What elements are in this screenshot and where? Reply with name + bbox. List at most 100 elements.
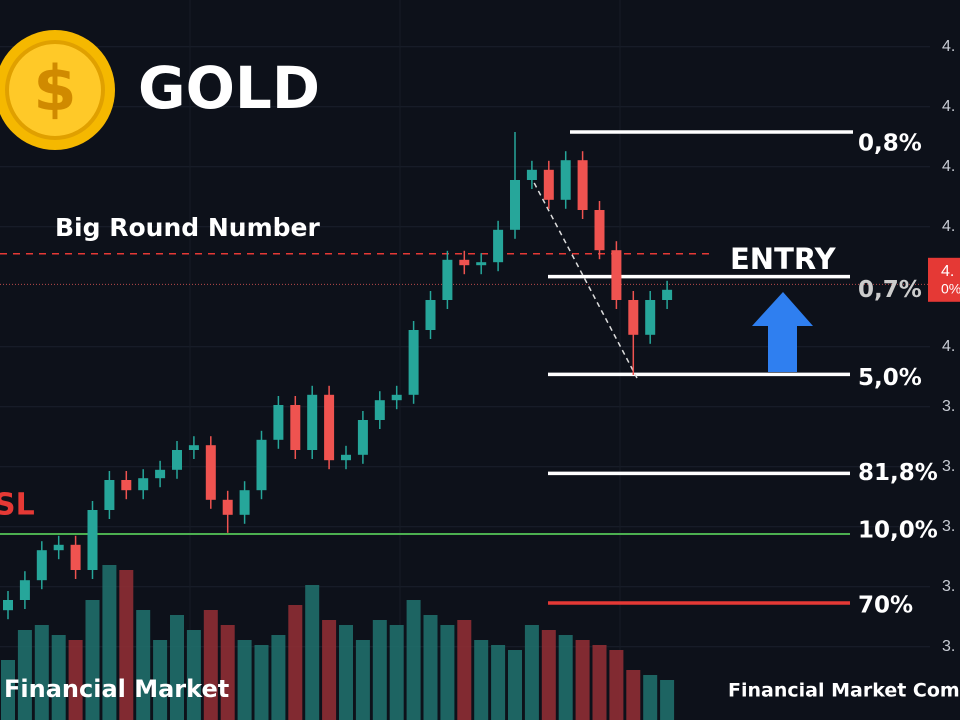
- volume-bar: [34, 625, 49, 720]
- candle-body: [205, 445, 216, 500]
- candle-body: [104, 480, 115, 510]
- candle-body: [138, 478, 149, 491]
- level-label: 0,7%: [858, 277, 922, 303]
- candle-body: [239, 490, 250, 515]
- level-label: 10,0%: [858, 518, 938, 544]
- volume-bar: [389, 625, 404, 720]
- volume-bar: [339, 625, 353, 720]
- watermark-right: Financial Market Comp: [728, 680, 960, 702]
- candle-body: [526, 169, 537, 180]
- price-box: [928, 257, 960, 302]
- volume-bar: [254, 645, 269, 720]
- candle-body: [222, 499, 233, 515]
- candle-body: [357, 420, 368, 455]
- level-label: 81,8%: [858, 460, 938, 486]
- candle-body: [155, 469, 166, 479]
- y-tick-label: 4.: [942, 218, 955, 235]
- candle-body: [594, 210, 605, 251]
- candle-body: [290, 405, 301, 450]
- fib-diagonal: [529, 174, 638, 379]
- volume-bar: [643, 675, 658, 720]
- candle-body: [273, 405, 284, 440]
- volume-bar: [406, 600, 421, 720]
- candle-body: [493, 229, 504, 263]
- volume-bar: [575, 640, 590, 720]
- candle-body: [442, 259, 453, 300]
- candle-body: [408, 330, 419, 395]
- level-label: 70%: [858, 593, 913, 619]
- volume-bar: [170, 615, 184, 720]
- candle-body: [307, 394, 318, 450]
- candle-body: [628, 300, 639, 335]
- candle-body: [476, 262, 487, 266]
- y-tick-label: 4.: [942, 338, 955, 355]
- volume-bar: [68, 640, 83, 720]
- candle-body: [70, 544, 81, 570]
- volume-bar: [51, 635, 66, 720]
- volume-bar: [626, 670, 641, 720]
- volume-bar: [592, 645, 607, 720]
- candle-body: [645, 300, 656, 335]
- y-tick-label: 3.: [942, 578, 955, 595]
- candle-body: [53, 544, 64, 551]
- volume-bar: [558, 635, 573, 720]
- candle-body: [374, 400, 385, 420]
- candle-body: [19, 580, 30, 600]
- candle-body: [662, 289, 673, 300]
- y-tick-label: 4.: [942, 38, 955, 55]
- volume-bar: [660, 680, 675, 720]
- candle-body: [577, 160, 588, 210]
- watermark-left: Financial Market: [4, 675, 229, 703]
- y-axis: 4.4.4.4.4.3.3.3.3.3.4.0%: [928, 38, 960, 655]
- title: GOLD: [138, 54, 320, 122]
- volume-bar: [474, 640, 489, 720]
- volume-bar: [322, 620, 337, 720]
- candle-body: [611, 250, 622, 300]
- entry-label: ENTRY: [730, 242, 837, 276]
- volume-bar: [491, 645, 506, 720]
- candle-body: [425, 300, 436, 330]
- candle-body: [341, 454, 351, 461]
- volume-bar: [220, 625, 235, 720]
- volume-bar: [186, 630, 201, 720]
- candle-body: [256, 439, 267, 491]
- volume-bar: [102, 565, 117, 720]
- candle-body: [172, 450, 182, 470]
- volume-bar: [85, 600, 100, 720]
- volume-bar: [1, 660, 15, 720]
- coin-icon: $: [0, 30, 115, 150]
- candle-body: [3, 600, 13, 611]
- volume-bar: [524, 625, 539, 720]
- candle-body: [188, 445, 199, 450]
- level-label: 0,8%: [858, 131, 922, 157]
- volume-bar: [237, 640, 252, 720]
- volume-bar: [355, 640, 370, 720]
- candle-body: [459, 259, 470, 266]
- up-arrow: [752, 292, 813, 372]
- y-tick-label: 3.: [942, 638, 955, 655]
- round-number-label: Big Round Number: [55, 213, 320, 242]
- y-tick-label: 3.: [942, 398, 955, 415]
- volume-layer: [1, 565, 675, 720]
- level-label: 5,0%: [858, 365, 922, 391]
- svg-text:$: $: [33, 52, 76, 125]
- price-box-label: 4.: [941, 263, 954, 280]
- candle-body: [543, 169, 554, 200]
- volume-bar: [305, 585, 320, 720]
- volume-bar: [372, 620, 387, 720]
- level-layer: 0,8% 0,7% 5,0% 81,8% 10,0% 70%: [0, 130, 938, 619]
- volume-bar: [271, 635, 286, 720]
- volume-bar: [423, 615, 438, 720]
- candle-layer: [3, 132, 673, 620]
- volume-bar: [153, 640, 168, 720]
- volume-bar: [457, 620, 472, 720]
- volume-bar: [609, 650, 624, 720]
- sl-label: SL: [0, 488, 35, 523]
- y-tick-label: 3.: [942, 458, 955, 475]
- candle-body: [324, 394, 335, 461]
- candle-body: [36, 550, 47, 581]
- volume-bar: [288, 605, 303, 720]
